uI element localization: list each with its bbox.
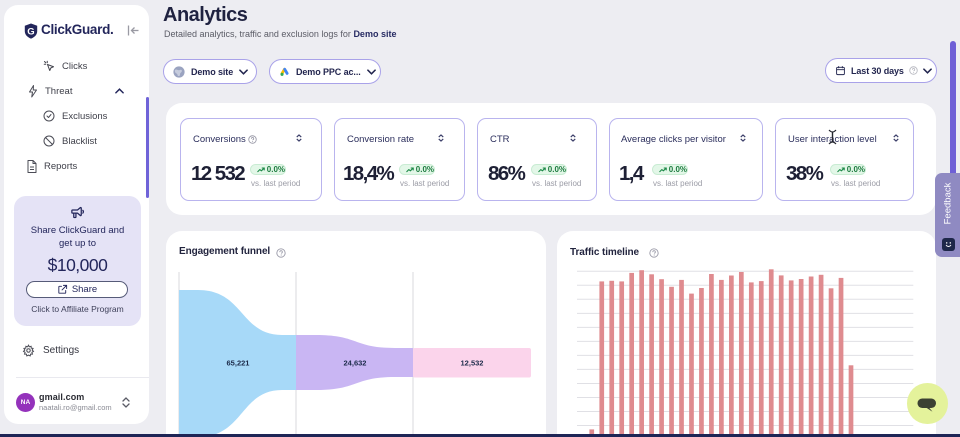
- svg-text:12,532: 12,532: [461, 359, 484, 368]
- svg-text:65,221: 65,221: [227, 359, 250, 368]
- svg-text:24,632: 24,632: [344, 359, 367, 368]
- svg-text:G: G: [27, 26, 34, 37]
